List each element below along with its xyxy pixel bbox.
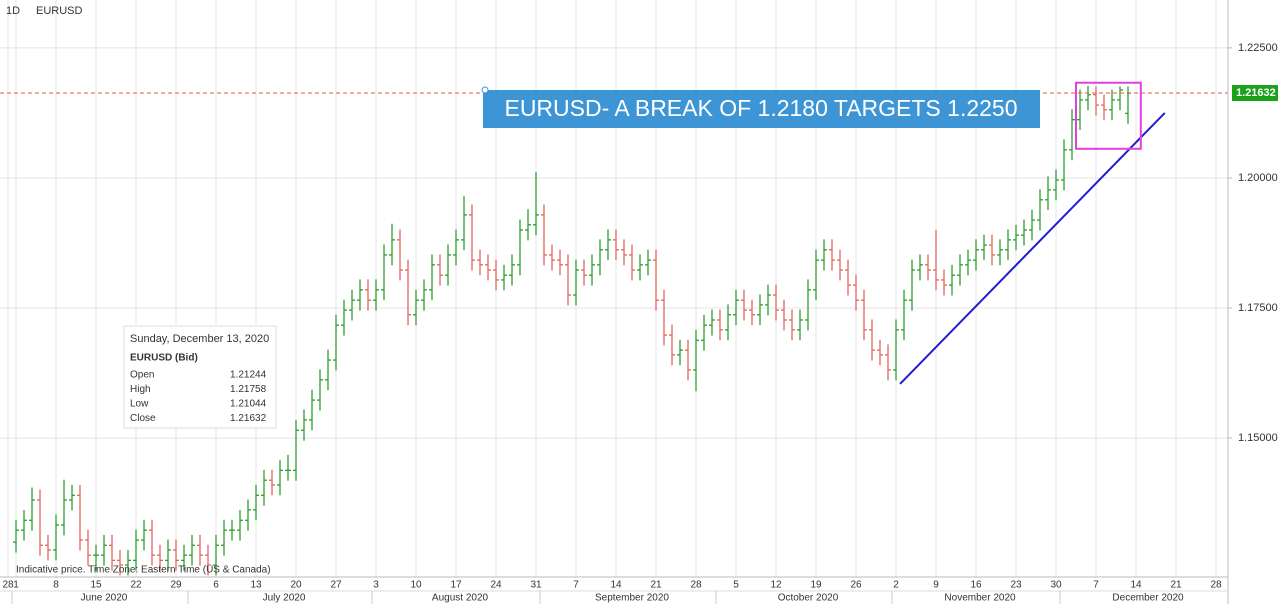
x-tick-label: 22: [130, 580, 142, 591]
x-tick-label: 28: [2, 580, 14, 591]
x-tick-label: 21: [1170, 580, 1182, 591]
tooltip-date: Sunday, December 13, 2020: [130, 333, 269, 345]
x-tick-label: 7: [573, 580, 579, 591]
x-tick-label: 7: [1093, 580, 1099, 591]
x-tick-label: 10: [410, 580, 422, 591]
y-tick-label: 1.15000: [1238, 432, 1278, 444]
interval: 1D: [6, 5, 20, 17]
month-label: July 2020: [263, 593, 306, 604]
banner: EURUSD- A BREAK OF 1.2180 TARGETS 1.2250: [481, 86, 1040, 128]
tooltip-value: 1.21632: [230, 413, 267, 424]
x-tick-label: 17: [450, 580, 462, 591]
month-label: September 2020: [595, 593, 669, 604]
x-tick-label: 1: [13, 580, 19, 591]
x-tick-label: 28: [690, 580, 702, 591]
x-tick-label: 19: [810, 580, 822, 591]
x-tick-label: 3: [373, 580, 379, 591]
x-tick-label: 27: [330, 580, 342, 591]
month-label: October 2020: [778, 593, 839, 604]
tooltip-series: EURUSD (Bid): [130, 353, 198, 364]
tooltip-key: High: [130, 384, 151, 395]
x-tick-label: 14: [610, 580, 622, 591]
tooltip-value: 1.21244: [230, 370, 267, 381]
x-tick-label: 20: [290, 580, 302, 591]
tooltip-key: Low: [130, 399, 149, 410]
x-tick-label: 14: [1130, 580, 1142, 591]
y-tick-label: 1.20000: [1238, 172, 1278, 184]
last-price-label: 1.21632: [1236, 87, 1276, 99]
highlight-box: [1075, 81, 1142, 150]
x-tick-label: 31: [530, 580, 542, 591]
x-tick-label: 15: [90, 580, 102, 591]
x-tick-label: 6: [213, 580, 219, 591]
x-tick-label: 28: [1210, 580, 1222, 591]
tooltip-rows: Open 1.21244 High 1.21758 Low 1.21044 Close 1.2…: [130, 370, 267, 425]
x-tick-label: 13: [250, 580, 262, 591]
x-tick-label: 8: [53, 580, 59, 591]
tooltip-box: [123, 325, 277, 429]
x-tick-label: 23: [1010, 580, 1022, 591]
x-tick-label: 24: [490, 580, 502, 591]
x-tick-label: 26: [850, 580, 862, 591]
trendline: [899, 112, 1166, 385]
banner-text: EURUSD- A BREAK OF 1.2180 TARGETS 1.2250: [504, 95, 1017, 121]
banner-box: [483, 90, 1040, 128]
x-tick-label: 2: [893, 580, 899, 591]
month-label: June 2020: [81, 593, 128, 604]
footnote: Indicative price. Time Zone: Eastern Tim…: [16, 565, 271, 576]
x-tick-label: 5: [733, 580, 739, 591]
symbol: EURUSD: [36, 5, 83, 17]
tooltip-value: 1.21044: [230, 399, 267, 410]
tooltip: Sunday, December 13, 2020 EURUSD (Bid) O…: [123, 325, 277, 429]
anchor-dot: [481, 86, 489, 94]
x-tick-label: 9: [933, 580, 939, 591]
y-tick-label: 1.22500: [1238, 42, 1278, 54]
y-tick-label: 1.17500: [1238, 302, 1278, 314]
month-label: August 2020: [432, 593, 489, 604]
tooltip-value: 1.21758: [230, 384, 267, 395]
x-tick-label: 21: [650, 580, 662, 591]
tooltip-key: Close: [130, 413, 156, 424]
x-tick-label: 12: [770, 580, 782, 591]
month-label: November 2020: [944, 593, 1016, 604]
last-price-box: [1232, 85, 1278, 102]
x-tick-label: 16: [970, 580, 982, 591]
x-tick-label: 30: [1050, 580, 1062, 591]
month-label: December 2020: [1112, 593, 1184, 604]
x-tick-label: 29: [170, 580, 182, 591]
tooltip-key: Open: [130, 370, 154, 381]
grid: [0, 0, 1228, 577]
